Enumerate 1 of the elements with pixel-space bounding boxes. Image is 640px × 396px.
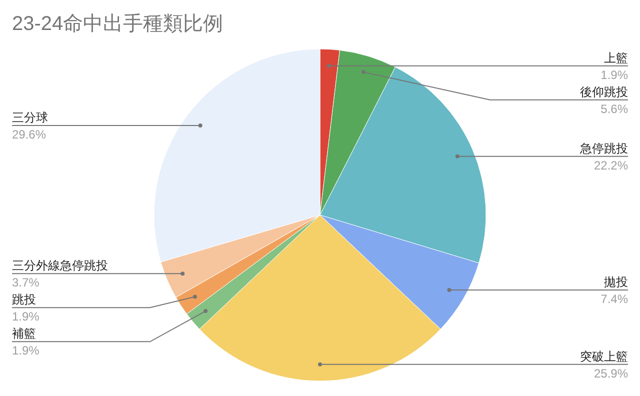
title: 23-24命中出手種類比例 — [12, 13, 224, 35]
